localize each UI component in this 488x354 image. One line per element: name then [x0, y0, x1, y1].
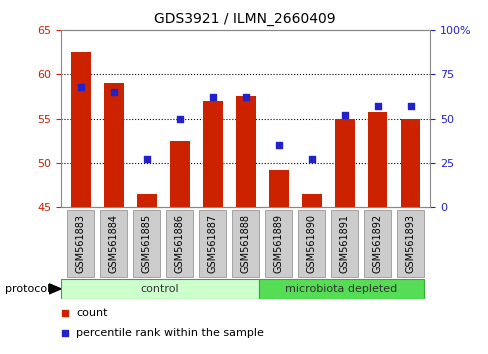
FancyBboxPatch shape: [330, 210, 357, 276]
Bar: [203, 101, 222, 207]
Point: [275, 78, 283, 84]
Bar: [301, 194, 321, 207]
FancyBboxPatch shape: [232, 210, 259, 276]
FancyBboxPatch shape: [199, 210, 226, 276]
Point: [241, 95, 249, 100]
Text: GSM561887: GSM561887: [207, 214, 217, 273]
Point: [275, 255, 283, 261]
Point: [110, 89, 118, 95]
Point: [274, 142, 282, 148]
Text: protocol: protocol: [5, 284, 50, 294]
Bar: [367, 112, 386, 207]
Bar: [334, 119, 354, 207]
FancyBboxPatch shape: [264, 210, 292, 276]
FancyBboxPatch shape: [396, 210, 423, 276]
Text: GSM561891: GSM561891: [339, 214, 349, 273]
Text: GSM561889: GSM561889: [273, 214, 283, 273]
Text: count: count: [76, 308, 107, 318]
Point: [208, 95, 216, 100]
FancyBboxPatch shape: [67, 210, 94, 276]
Text: GSM561890: GSM561890: [306, 214, 316, 273]
Text: microbiota depleted: microbiota depleted: [285, 284, 397, 294]
Text: GSM561885: GSM561885: [142, 214, 151, 273]
FancyBboxPatch shape: [133, 210, 160, 276]
Text: percentile rank within the sample: percentile rank within the sample: [76, 328, 263, 338]
Bar: [268, 170, 288, 207]
Point: [142, 156, 150, 162]
FancyBboxPatch shape: [100, 210, 127, 276]
Bar: [137, 194, 156, 207]
Bar: [400, 119, 420, 207]
Point: [373, 103, 381, 109]
Text: control: control: [141, 284, 179, 294]
Text: GSM561888: GSM561888: [240, 214, 250, 273]
Point: [406, 103, 414, 109]
FancyBboxPatch shape: [61, 279, 258, 299]
FancyBboxPatch shape: [364, 210, 390, 276]
Polygon shape: [49, 284, 61, 294]
FancyBboxPatch shape: [298, 210, 325, 276]
Text: GSM561886: GSM561886: [174, 214, 184, 273]
Point: [307, 156, 315, 162]
FancyBboxPatch shape: [166, 210, 193, 276]
FancyBboxPatch shape: [258, 279, 423, 299]
Point: [340, 112, 348, 118]
Point: [77, 84, 84, 90]
Text: GSM561884: GSM561884: [109, 214, 119, 273]
Text: GDS3921 / ILMN_2660409: GDS3921 / ILMN_2660409: [153, 12, 335, 27]
Bar: [235, 96, 255, 207]
Bar: [71, 52, 91, 207]
Bar: [169, 141, 189, 207]
Point: [176, 116, 183, 121]
Text: GSM561892: GSM561892: [372, 214, 382, 273]
Bar: [104, 83, 123, 207]
Text: GSM561883: GSM561883: [76, 214, 86, 273]
Text: GSM561893: GSM561893: [405, 214, 415, 273]
